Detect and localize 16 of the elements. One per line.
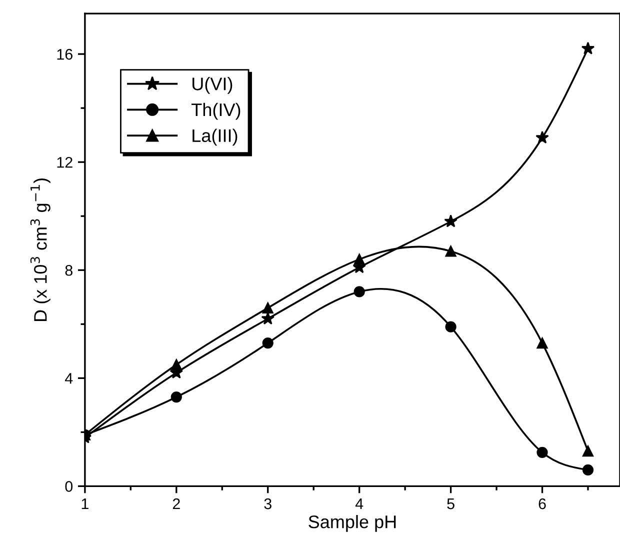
y-tick-label: 12	[57, 156, 72, 168]
x-tick-label: 1	[82, 498, 88, 510]
legend-label: La(III)	[192, 128, 238, 146]
y-tick-label: 8	[65, 264, 72, 276]
y-tick-label: 16	[57, 48, 72, 60]
y-tick-label: 4	[64, 373, 73, 384]
x-axis-title: Sample pH	[308, 515, 396, 532]
x-tick-label: 6	[538, 498, 546, 510]
legend-label: U(VI)	[192, 77, 232, 94]
x-tick-label: 3	[264, 498, 272, 510]
x-tick-label: 2	[172, 498, 180, 510]
x-tick-label: 4	[355, 498, 364, 510]
y-axis-title: D (x 10$^{3}$ cm$^{3}$ g$^{−1}$)	[30, 178, 50, 321]
x-tick-label: 5	[447, 498, 454, 510]
y-tick-label: 0	[65, 481, 73, 492]
legend-label: Th(IV)	[192, 102, 240, 120]
